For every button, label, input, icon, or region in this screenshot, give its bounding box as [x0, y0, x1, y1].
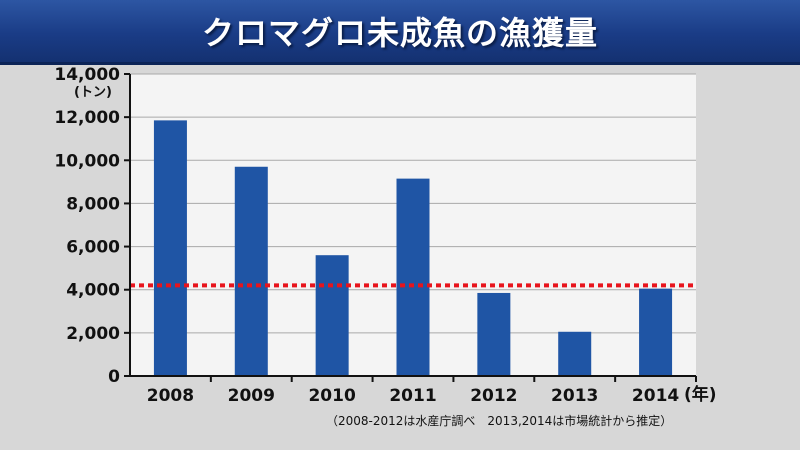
y-tick-label: 14,000 — [54, 66, 120, 85]
bar-2013 — [558, 331, 592, 376]
x-axis-unit-label: (年) — [684, 384, 717, 405]
chart-title: クロマグロ未成魚の漁獲量 — [201, 14, 598, 52]
y-tick-label: 6,000 — [66, 238, 120, 258]
y-tick-label: 2,000 — [66, 324, 120, 344]
bar-2011 — [396, 178, 430, 376]
bar-2014 — [639, 288, 673, 376]
x-tick-label-2014: 2014 — [632, 386, 679, 406]
y-tick-label: 0 — [108, 367, 120, 387]
bar-2008 — [153, 120, 187, 376]
x-tick-label-2011: 2011 — [389, 386, 436, 406]
axes — [124, 73, 697, 382]
y-tick-label: 4,000 — [66, 281, 120, 301]
x-tick-label-2013: 2013 — [551, 386, 598, 406]
bar-2010 — [315, 255, 349, 376]
y-tick-label: 8,000 — [66, 194, 120, 214]
x-tick-label-2009: 2009 — [228, 386, 275, 406]
y-tick-label: 12,000 — [54, 108, 120, 128]
x-tick-label-2012: 2012 — [470, 386, 517, 406]
bars — [153, 120, 673, 376]
source-note: （2008-2012は水産庁調べ 2013,2014は市場統計から推定） — [326, 413, 672, 428]
x-tick-label-2010: 2010 — [308, 386, 355, 406]
bar-2009 — [234, 166, 268, 376]
bar-chart: 02,0004,0006,0008,00010,00012,00014,000 … — [54, 66, 717, 428]
title-bar: クロマグロ未成魚の漁獲量 — [0, 0, 800, 65]
y-tick-labels: 0 2,000 4,000 6,000 8,000 10,000 12,000 14,000 — [54, 66, 120, 387]
bar-2012 — [477, 292, 511, 376]
x-tick-label-2008: 2008 — [147, 386, 194, 406]
y-tick-label: 10,000 — [54, 151, 120, 171]
x-tick-labels: 2008 2009 2010 2011 2012 2013 2014 — [147, 386, 680, 406]
y-axis-unit-label: (トン) — [74, 85, 112, 100]
chart-area: 0 2,000 4,000 6,000 8,000 10,000 12,000 14,000 … — [0, 66, 800, 450]
